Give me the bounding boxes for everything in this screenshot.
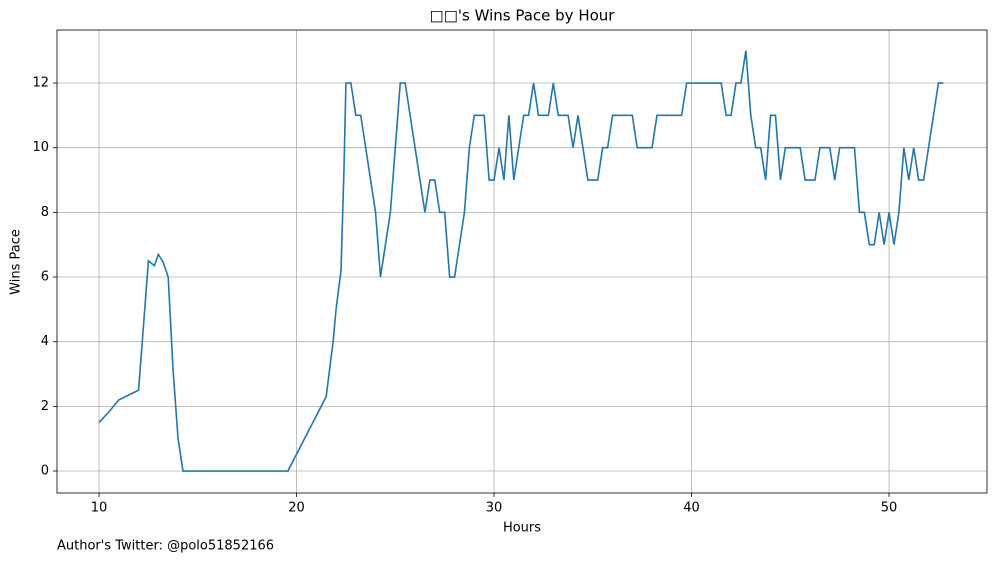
chart-title: □□'s Wins Pace by Hour (430, 7, 616, 25)
plot-frame (56, 29, 988, 494)
y-tick-label: 2 (41, 399, 49, 414)
x-tick-label: 40 (683, 501, 700, 516)
x-tick-label: 20 (288, 501, 305, 516)
y-tick-label: 10 (32, 140, 49, 155)
data-line (98, 50, 944, 472)
y-tick-label: 0 (41, 464, 49, 479)
x-tick-label: 30 (486, 501, 503, 516)
y-tick-label: 8 (41, 205, 49, 220)
y-tick-label: 4 (41, 334, 49, 349)
y-axis-label: Wins Pace (9, 229, 24, 295)
y-tick-label: 12 (32, 76, 49, 91)
x-axis-label: Hours (503, 521, 541, 536)
y-tick-label: 6 (41, 270, 49, 285)
x-tick-label: 50 (881, 501, 898, 516)
footnote: Author's Twitter: @polo51852166 (57, 539, 274, 554)
x-tick-label: 10 (91, 501, 108, 516)
